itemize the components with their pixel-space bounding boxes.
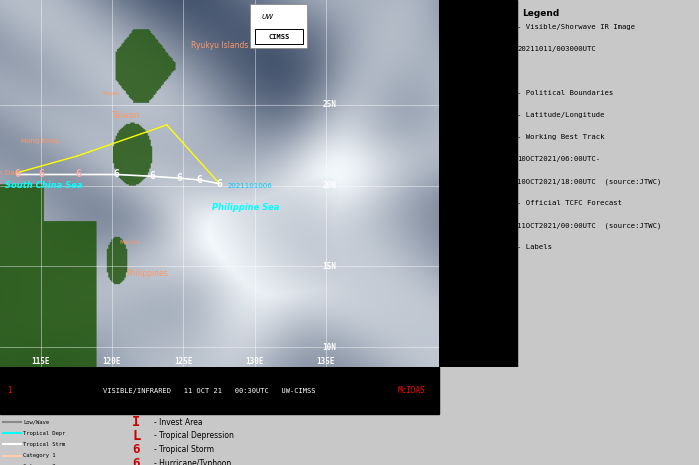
Text: 15N: 15N	[323, 262, 336, 271]
Text: 125E: 125E	[174, 357, 193, 365]
Text: Legend: Legend	[522, 9, 559, 18]
Text: Taiwan: Taiwan	[111, 111, 139, 120]
Text: 115E: 115E	[31, 357, 50, 365]
Text: 6: 6	[38, 169, 45, 179]
Text: - Official TCFC Forecast: - Official TCFC Forecast	[517, 200, 622, 206]
Text: - Political Boundaries: - Political Boundaries	[517, 90, 613, 96]
Text: 2021101006: 2021101006	[228, 182, 273, 188]
Text: - Hurricane/Typhoon: - Hurricane/Typhoon	[154, 458, 231, 465]
Text: Manila: Manila	[120, 240, 140, 245]
Text: 120E: 120E	[103, 357, 121, 365]
Text: 6: 6	[197, 175, 203, 185]
Text: Category 1: Category 1	[23, 453, 55, 458]
Text: 6: 6	[176, 173, 182, 183]
Text: Tropical Strm: Tropical Strm	[23, 442, 65, 447]
Text: 6: 6	[15, 169, 20, 179]
FancyBboxPatch shape	[250, 4, 308, 48]
Text: Hong Kong: Hong Kong	[20, 139, 59, 145]
Text: 20N: 20N	[323, 181, 336, 190]
Text: an Dan: an Dan	[0, 170, 19, 176]
Text: 6: 6	[113, 169, 120, 179]
Text: VISIBLE/INFRARED   11 OCT 21   00:30UTC   UW-CIMSS: VISIBLE/INFRARED 11 OCT 21 00:30UTC UW-C…	[103, 388, 316, 394]
Text: Philippine Sea: Philippine Sea	[212, 203, 280, 212]
Text: 6: 6	[150, 171, 156, 181]
Text: South China Sea: South China Sea	[5, 181, 82, 190]
Text: 20211011/003000UTC: 20211011/003000UTC	[517, 46, 596, 52]
Bar	[0, 367, 439, 414]
Text: 10N: 10N	[323, 343, 336, 352]
Text: 6: 6	[75, 169, 81, 179]
Text: Low/Wave: Low/Wave	[23, 419, 49, 425]
Text: - Tropical Storm: - Tropical Storm	[154, 445, 214, 454]
Text: 10OCT2021/06:00UTC-: 10OCT2021/06:00UTC-	[517, 156, 600, 162]
Text: Taipei: Taipei	[102, 91, 120, 96]
Text: 130E: 130E	[245, 357, 264, 365]
Text: 25N: 25N	[323, 100, 336, 109]
Text: Tropical Depr: Tropical Depr	[23, 431, 65, 436]
Bar	[439, 0, 517, 367]
Text: - Tropical Depression: - Tropical Depression	[154, 431, 233, 440]
Text: 10OCT2021/18:00UTC  (source:JTWC): 10OCT2021/18:00UTC (source:JTWC)	[517, 178, 661, 185]
Text: - Latitude/Longitude: - Latitude/Longitude	[517, 112, 605, 118]
Text: - Invest Area: - Invest Area	[154, 418, 203, 426]
Text: - Working Best Track: - Working Best Track	[517, 134, 605, 140]
Text: I: I	[132, 415, 140, 429]
Text: McIDAS: McIDAS	[397, 386, 425, 395]
Text: 6: 6	[133, 457, 140, 465]
Text: 11OCT2021/00:00UTC  (source:JTWC): 11OCT2021/00:00UTC (source:JTWC)	[517, 222, 661, 229]
Text: Philippines: Philippines	[127, 269, 168, 278]
Text: Ryukyu Islands: Ryukyu Islands	[191, 41, 248, 50]
Text: L: L	[132, 429, 140, 443]
Text: 135E: 135E	[317, 357, 335, 365]
Text: 6: 6	[133, 443, 140, 456]
Text: 1: 1	[7, 386, 12, 395]
Text: CIMSS: CIMSS	[268, 34, 289, 40]
Text: - Labels: - Labels	[517, 244, 552, 250]
Text: 6: 6	[217, 179, 222, 189]
Text: - Visible/Shorwave IR Image: - Visible/Shorwave IR Image	[517, 24, 635, 30]
Text: UW: UW	[261, 13, 274, 20]
